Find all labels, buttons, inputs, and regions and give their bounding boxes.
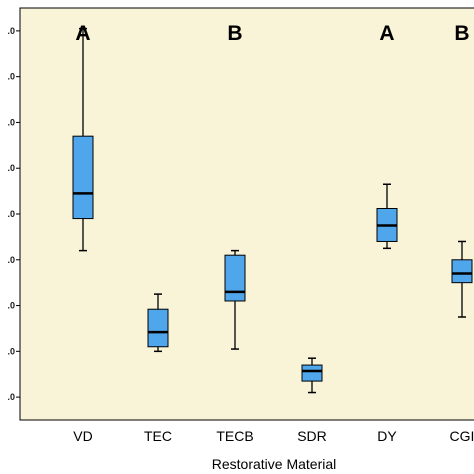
- box-iqr: [224, 254, 246, 302]
- box-iqr: [72, 135, 94, 220]
- significance-group-label: B: [454, 22, 469, 45]
- box-vd: [72, 27, 94, 252]
- box-sdr: [301, 357, 323, 394]
- box-iqr: [451, 259, 473, 284]
- y-tick-label: .0: [7, 209, 15, 219]
- significance-group-label: B: [227, 22, 242, 45]
- y-tick-label: .0: [7, 301, 15, 311]
- significance-group-label: A: [379, 22, 394, 45]
- significance-group-label: A: [75, 22, 90, 45]
- box-tec: [147, 293, 169, 353]
- x-axis-category-labels: VD TEC TECB SDR DY CGI: [73, 428, 474, 444]
- x-tick-label: SDR: [297, 428, 327, 444]
- y-tick-label: .0: [7, 392, 15, 402]
- x-tick-label: TEC: [144, 428, 172, 444]
- y-tick-label: .0: [7, 163, 15, 173]
- x-tick-label: DY: [377, 428, 397, 444]
- y-tick-label: .0: [7, 117, 15, 127]
- plot-area: [19, 7, 474, 421]
- box-iqr: [147, 308, 169, 348]
- box-iqr: [301, 364, 323, 382]
- x-tick-label: TECB: [216, 428, 253, 444]
- x-tick-label: VD: [73, 428, 92, 444]
- box-cgi: [451, 240, 473, 318]
- box-tecb: [224, 249, 246, 350]
- box-dy: [376, 183, 398, 250]
- y-tick-label: .0: [7, 72, 15, 82]
- y-tick-label: .0: [7, 255, 15, 265]
- y-axis: .0 .0 .0 .0 .0 .0 .0 .0 .0: [7, 26, 20, 402]
- x-tick-label: CGI: [450, 428, 474, 444]
- y-tick-label: .0: [7, 26, 15, 36]
- x-axis-label: Restorative Material: [212, 456, 337, 472]
- boxes-group: [72, 27, 473, 394]
- y-tick-label: .0: [7, 346, 15, 356]
